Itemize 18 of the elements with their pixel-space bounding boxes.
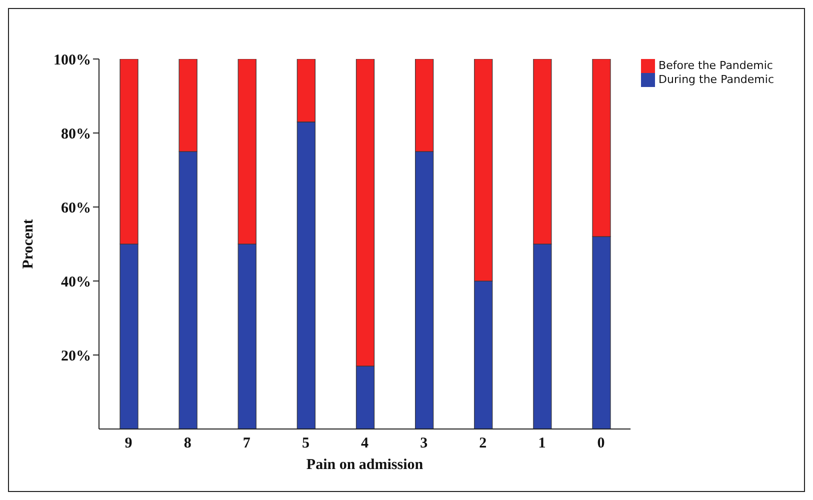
y-tick-label: 40% (61, 274, 91, 290)
y-tick-label: 80% (61, 126, 91, 142)
y-tick-label: 100% (54, 52, 91, 68)
legend-label: Before the Pandemic (658, 59, 773, 72)
x-tick-label: 5 (302, 436, 310, 452)
x-tick-label: 1 (538, 436, 546, 452)
x-tick-label: 7 (242, 436, 251, 452)
y-axis-title: Procent (20, 219, 36, 269)
x-axis-title: Pain on admission (306, 457, 424, 473)
y-tick-label: 60% (61, 200, 91, 216)
x-tick-label: 4 (361, 436, 370, 452)
x-tick-label: 0 (597, 436, 605, 452)
x-tick-label: 9 (124, 436, 132, 452)
y-tick-label: 20% (61, 348, 91, 364)
x-tick-label: 8 (184, 436, 192, 452)
legend-label: During the Pandemic (658, 73, 774, 86)
x-tick-label: 2 (479, 436, 487, 452)
x-tick-label: 3 (420, 436, 428, 452)
